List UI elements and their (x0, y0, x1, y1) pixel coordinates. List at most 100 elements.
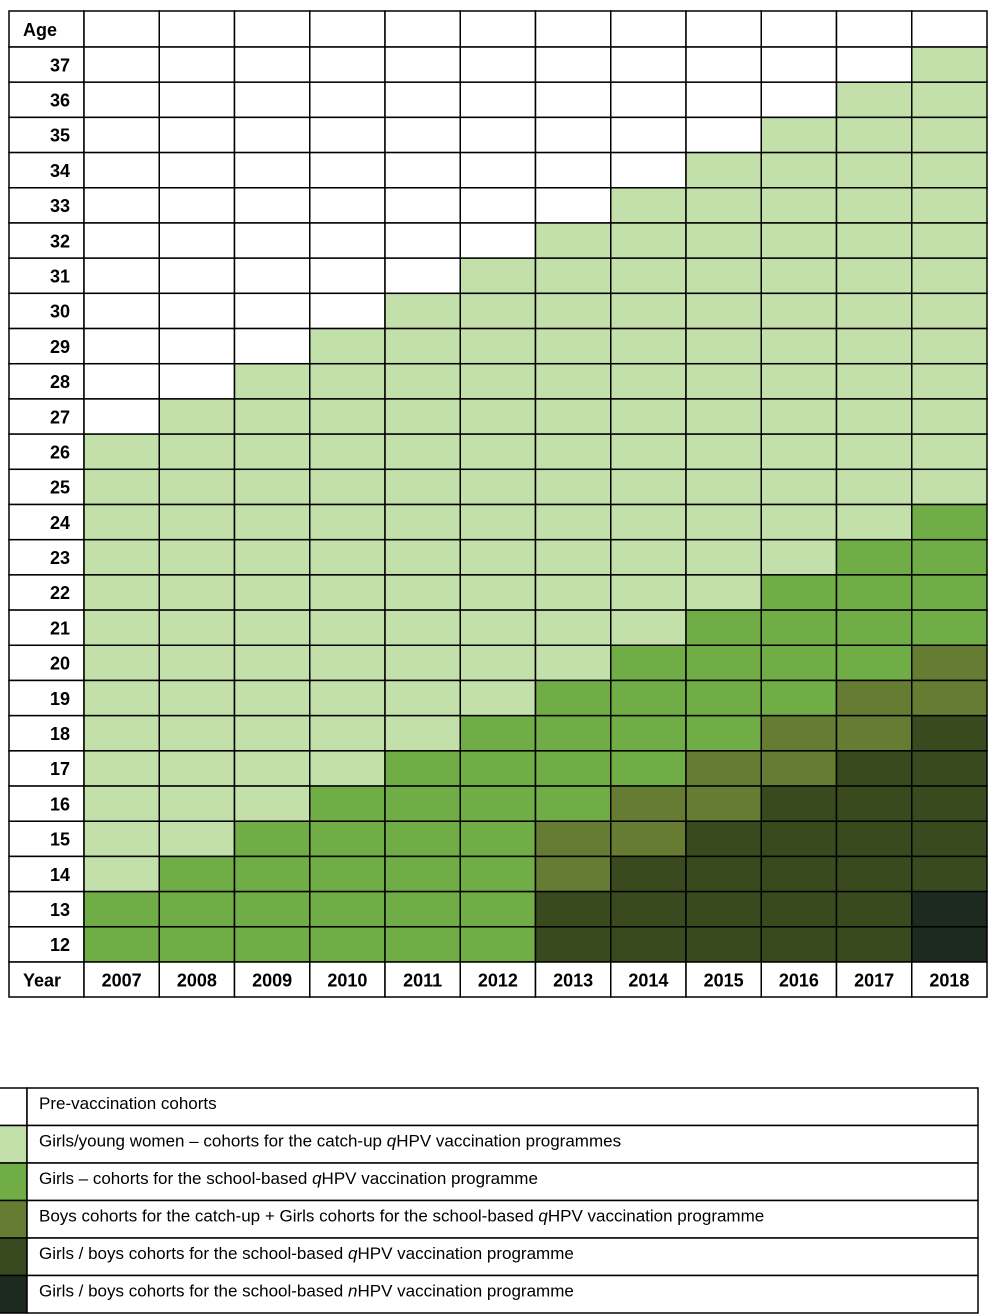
cohort-cell (610, 46, 687, 83)
cohort-cell (384, 362, 461, 400)
cohort-cell (911, 609, 988, 647)
cohort-cell (384, 222, 461, 259)
cohort-cell (685, 855, 762, 893)
age-label: 29 (50, 337, 70, 357)
cohort-cell (534, 574, 612, 611)
cohort-cell (158, 81, 236, 119)
footer-cell (8, 961, 85, 998)
cohort-cell (685, 362, 762, 400)
cohort-cell (835, 468, 913, 506)
cohort-cell (459, 644, 537, 682)
age-cell (8, 468, 85, 506)
cohort-cell (83, 292, 160, 330)
cohort-cell (835, 292, 913, 330)
legend-swatch (0, 1237, 28, 1277)
cohort-cell (384, 292, 461, 330)
legend-label: Boys cohorts for the catch-up + Girls co… (39, 1207, 764, 1226)
cohort-cell (835, 855, 913, 893)
header-cell (384, 10, 461, 48)
header-cell (610, 10, 687, 48)
cohort-cell (534, 433, 612, 471)
cohort-cell (309, 46, 386, 83)
cohort-cell (83, 468, 160, 506)
cohort-cell (685, 257, 762, 295)
cohort-cell (309, 433, 386, 471)
cohort-cell (534, 926, 612, 963)
cohort-cell (83, 433, 160, 471)
cohort-cell (83, 926, 160, 963)
cohort-cell (610, 362, 687, 400)
year-label: 2016 (779, 970, 819, 990)
legend-text-part: HPV vaccination programmes (396, 1132, 621, 1151)
year-label: 2009 (252, 970, 292, 990)
year-cell (835, 961, 913, 998)
cohort-cell (459, 538, 537, 576)
cohort-cell (835, 785, 913, 822)
cohort-cell (384, 81, 461, 119)
legend-label: Girls/young women – cohorts for the catc… (39, 1132, 621, 1151)
cohort-cell (158, 820, 236, 858)
age-label: 26 (50, 442, 70, 462)
age-cell (8, 222, 85, 259)
age-label: 16 (50, 794, 70, 814)
cohort-cell (83, 362, 160, 400)
cohort-cell (158, 750, 236, 787)
cohort-cell (309, 257, 386, 295)
cohort-cell (309, 820, 386, 858)
cohort-cell (534, 609, 612, 647)
cohort-cell (610, 257, 687, 295)
cohort-cell (83, 503, 160, 541)
cohort-cell (384, 398, 461, 435)
cohort-cell (760, 362, 838, 400)
age-label: 36 (50, 91, 70, 111)
cohort-cell (459, 187, 537, 224)
cohort-cell (760, 46, 838, 83)
cohort-cell (158, 116, 236, 154)
cohort-cell (534, 327, 612, 365)
age-label: 12 (50, 935, 70, 955)
cohort-cell (760, 785, 838, 822)
cohort-cell (835, 644, 913, 682)
age-label: 32 (50, 231, 70, 251)
header-cell (685, 10, 762, 48)
cohort-cell (233, 785, 311, 822)
cohort-cell (610, 714, 687, 752)
cohort-cell (610, 574, 687, 611)
cohort-cell (459, 222, 537, 259)
cohort-cell (610, 222, 687, 259)
cohort-cell (309, 785, 386, 822)
column-header: Year (23, 970, 61, 990)
cohort-cell (911, 855, 988, 893)
legend-swatch (0, 1199, 28, 1239)
cohort-cell (309, 362, 386, 400)
cohort-cell (384, 926, 461, 963)
cohort-cell (83, 855, 160, 893)
cohort-cell (309, 398, 386, 435)
cohort-cell (83, 398, 160, 435)
cohort-cell (158, 926, 236, 963)
cohort-cell (158, 679, 236, 717)
cohort-cell (233, 362, 311, 400)
legend-text-part: n (348, 1282, 357, 1301)
cohort-cell (158, 714, 236, 752)
legend-text-part: q (312, 1169, 322, 1188)
cohort-cell (158, 433, 236, 471)
cohort-cell (83, 81, 160, 119)
cohort-cell (158, 187, 236, 224)
header-cell (158, 10, 236, 48)
age-cell (8, 574, 85, 611)
cohort-cell (610, 644, 687, 682)
cohort-cell (83, 46, 160, 83)
age-cell (8, 855, 85, 893)
cohort-cell (610, 679, 687, 717)
cohort-cell (158, 574, 236, 611)
cohort-cell (835, 222, 913, 259)
cohort-cell (158, 538, 236, 576)
cohort-cell (685, 609, 762, 647)
cohort-cell (911, 187, 988, 224)
cohort-cell (459, 926, 537, 963)
year-label: 2018 (929, 970, 969, 990)
cohort-cell (685, 538, 762, 576)
age-cell (8, 609, 85, 647)
cohort-cell (685, 503, 762, 541)
